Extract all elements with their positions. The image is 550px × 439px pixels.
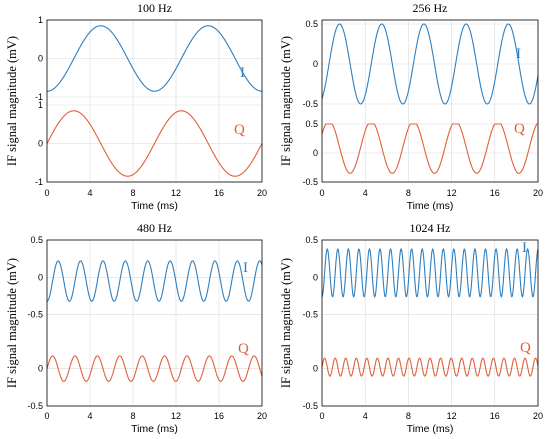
y-tick-label: -0.5	[302, 177, 318, 187]
x-tick-label: 12	[447, 188, 457, 198]
y-tick-label: -1	[35, 92, 43, 102]
x-tick-label: 20	[257, 411, 267, 421]
x-axis-label: Time (ms)	[131, 200, 178, 212]
x-tick-label: 0	[44, 188, 49, 198]
x-tick-label: 8	[130, 188, 135, 198]
y-tick-label: 0	[313, 59, 318, 69]
y-tick-label: -0.5	[27, 310, 43, 320]
y-tick-label: 0	[313, 272, 318, 282]
y-axis-label: IF signal magnitude (mV)	[5, 36, 19, 166]
x-tick-label: 4	[363, 411, 368, 421]
subplot-2: 256 Hz 0 4 8 12 16 20 Time (ms) IF signal magnit…	[279, 1, 543, 212]
x-tick-label: 0	[319, 188, 324, 198]
x-tick-label: 4	[87, 188, 92, 198]
y-tick-label: -0.5	[302, 310, 318, 320]
subplot-title: 1024 Hz	[410, 221, 451, 235]
subplot-title: 480 Hz	[137, 221, 172, 235]
series-line-I	[321, 23, 539, 105]
x-tick-label: 12	[171, 411, 181, 421]
x-tick-label: 16	[214, 188, 224, 198]
y-tick-label: -0.5	[302, 401, 318, 411]
subplot-title: 100 Hz	[137, 1, 172, 15]
x-tick-label: 16	[214, 411, 224, 421]
y-axis-label: IF signal magnitude (mV)	[279, 258, 293, 388]
series-line-Q	[321, 123, 538, 174]
subplot-title: 256 Hz	[413, 1, 448, 15]
plot-frame	[46, 239, 263, 407]
series-line-Q	[321, 357, 539, 377]
x-tick-label: 12	[447, 411, 457, 421]
plot-frame	[321, 239, 539, 407]
x-tick-label: 4	[87, 411, 92, 421]
x-tick-label: 20	[533, 188, 543, 198]
subplot-1: 100 Hz 0 4 8 12 16 20 Time (ms) IF signal magnit…	[5, 1, 267, 212]
plot-frame	[46, 19, 263, 183]
series-label-I: I	[243, 260, 248, 276]
x-tick-label: 16	[490, 411, 500, 421]
x-tick-label: 16	[490, 188, 500, 198]
y-axis-label: IF signal magnitude (mV)	[279, 36, 293, 166]
y-tick-label: 0	[38, 54, 43, 64]
series-label-I: I	[522, 240, 527, 256]
series-label-I: I	[240, 65, 245, 81]
y-tick-label: -0.5	[302, 99, 318, 109]
y-tick-label: -0.5	[27, 401, 43, 411]
subplot-3: 480 Hz 0 4 8 12 16 20 Time (ms) IF signal magnit…	[5, 221, 267, 435]
y-tick-label: 0	[313, 364, 318, 374]
series-label-Q: Q	[234, 122, 245, 138]
x-tick-label: 4	[363, 188, 368, 198]
x-tick-label: 12	[171, 188, 181, 198]
subplot-4: 1024 Hz 0 4 8 12 16 20 Time (ms) IF signal magni…	[279, 221, 543, 435]
series-line-I	[46, 25, 263, 92]
x-tick-label: 8	[406, 411, 411, 421]
x-tick-label: 20	[533, 411, 543, 421]
plot-frame	[321, 19, 539, 183]
x-axis-label: Time (ms)	[407, 423, 454, 435]
y-tick-label: 0	[38, 139, 43, 149]
series-label-Q: Q	[514, 121, 525, 137]
y-tick-label: 1	[38, 100, 43, 110]
x-tick-label: 0	[44, 411, 49, 421]
y-tick-label: 0.5	[305, 235, 318, 245]
x-tick-label: 20	[257, 188, 267, 198]
y-tick-label: -1	[35, 177, 43, 187]
x-axis-label: Time (ms)	[131, 423, 178, 435]
series-line-I	[321, 247, 539, 298]
series-label-Q: Q	[238, 341, 249, 357]
series-line-Q	[46, 355, 263, 382]
y-tick-label: 0.5	[305, 19, 318, 29]
series-line-I	[46, 260, 263, 302]
series-line-Q	[46, 110, 263, 177]
x-tick-label: 8	[406, 188, 411, 198]
y-tick-label: 0	[38, 364, 43, 374]
y-tick-label: 0.5	[305, 119, 318, 129]
y-axis-label: IF signal magnitude (mV)	[5, 258, 19, 388]
x-tick-label: 8	[130, 411, 135, 421]
x-axis-label: Time (ms)	[407, 200, 454, 212]
y-tick-label: 0	[313, 148, 318, 158]
series-label-Q: Q	[520, 340, 531, 356]
x-tick-label: 0	[319, 411, 324, 421]
y-tick-label: 0.5	[30, 235, 43, 245]
y-tick-label: 0	[38, 272, 43, 282]
series-label-I: I	[516, 46, 521, 62]
y-tick-label: 1	[38, 15, 43, 25]
